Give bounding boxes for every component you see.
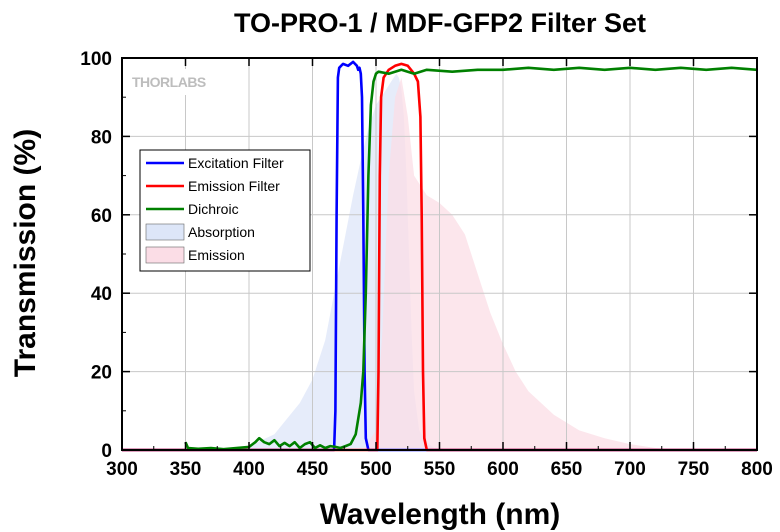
x-axis-label: Wavelength (nm) — [320, 498, 561, 531]
y-tick-label: 80 — [91, 127, 112, 148]
thorlabs-logo: THORLABS — [129, 69, 227, 95]
logo-text: THORLABS — [132, 74, 206, 90]
y-axis-ticks: 0 20 40 60 80 100 — [80, 49, 757, 462]
series-emission — [363, 77, 707, 450]
legend-entry: Dichroic — [188, 201, 239, 217]
x-tick-label: 500 — [360, 459, 392, 480]
y-tick-label: 0 — [101, 441, 112, 462]
x-tick-label: 300 — [106, 459, 138, 480]
y-tick-label: 20 — [91, 363, 112, 384]
chart-title: TO-PRO-1 / MDF-GFP2 Filter Set — [234, 8, 646, 38]
y-tick-label: 40 — [91, 284, 112, 305]
series-emission-filter — [122, 62, 757, 452]
legend-entry: Emission — [188, 247, 245, 263]
legend-entry: Absorption — [188, 224, 255, 240]
x-tick-label: 650 — [551, 459, 583, 480]
x-tick-label: 700 — [614, 459, 646, 480]
legend-swatch — [145, 223, 185, 241]
series-dichroic — [184, 66, 758, 451]
x-tick-label: 750 — [678, 459, 710, 480]
y-axis-label: Transmission (%) — [9, 129, 42, 377]
legend: Excitation Filter Emission Filter Dichroic… — [139, 149, 311, 272]
x-tick-label: 450 — [297, 459, 329, 480]
legend-entry: Excitation Filter — [188, 155, 284, 171]
legend-entry: Emission Filter — [188, 178, 280, 194]
line-series — [122, 60, 758, 452]
x-tick-label: 400 — [233, 459, 265, 480]
y-tick-label: 60 — [91, 206, 112, 227]
x-tick-label: 600 — [487, 459, 519, 480]
x-tick-label: 550 — [424, 459, 456, 480]
x-tick-label: 800 — [741, 459, 773, 480]
x-axis-ticks: 300 350 400 450 500 550 600 650 700 750 800 — [106, 58, 773, 480]
legend-swatch — [145, 246, 185, 264]
y-tick-label: 100 — [80, 49, 112, 70]
x-tick-label: 350 — [170, 459, 202, 480]
